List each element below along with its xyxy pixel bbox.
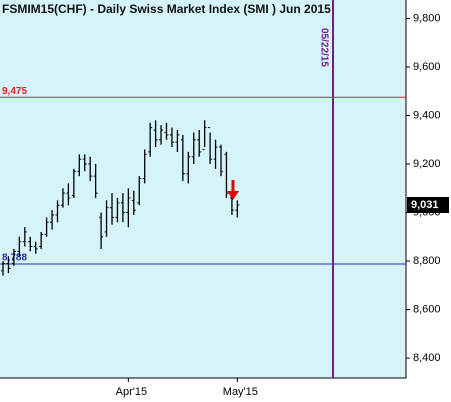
- date-line-label: 05/22/15: [318, 28, 329, 67]
- y-tick-label: 9,600: [413, 61, 441, 73]
- plot-area: [0, 0, 406, 378]
- y-tick-label: 9,800: [413, 12, 441, 24]
- y-tick-label: 9,400: [413, 109, 441, 121]
- y-tick-label: 8,400: [413, 352, 441, 364]
- x-tick-label: Apr'15: [116, 386, 147, 398]
- chart-title: FSMIM15(CHF) - Daily Swiss Market Index …: [2, 2, 331, 16]
- x-tick-label: May'15: [223, 386, 258, 398]
- y-tick-label: 9,200: [413, 158, 441, 170]
- reference-label: 9,475: [2, 86, 27, 97]
- reference-label: 8,788: [2, 253, 27, 264]
- last-price-label: 9,031: [411, 199, 439, 211]
- down-arrow: [227, 180, 239, 200]
- y-tick-label: 8,800: [413, 255, 441, 267]
- y-tick-label: 8,600: [413, 303, 441, 315]
- last-price-box: [407, 197, 449, 214]
